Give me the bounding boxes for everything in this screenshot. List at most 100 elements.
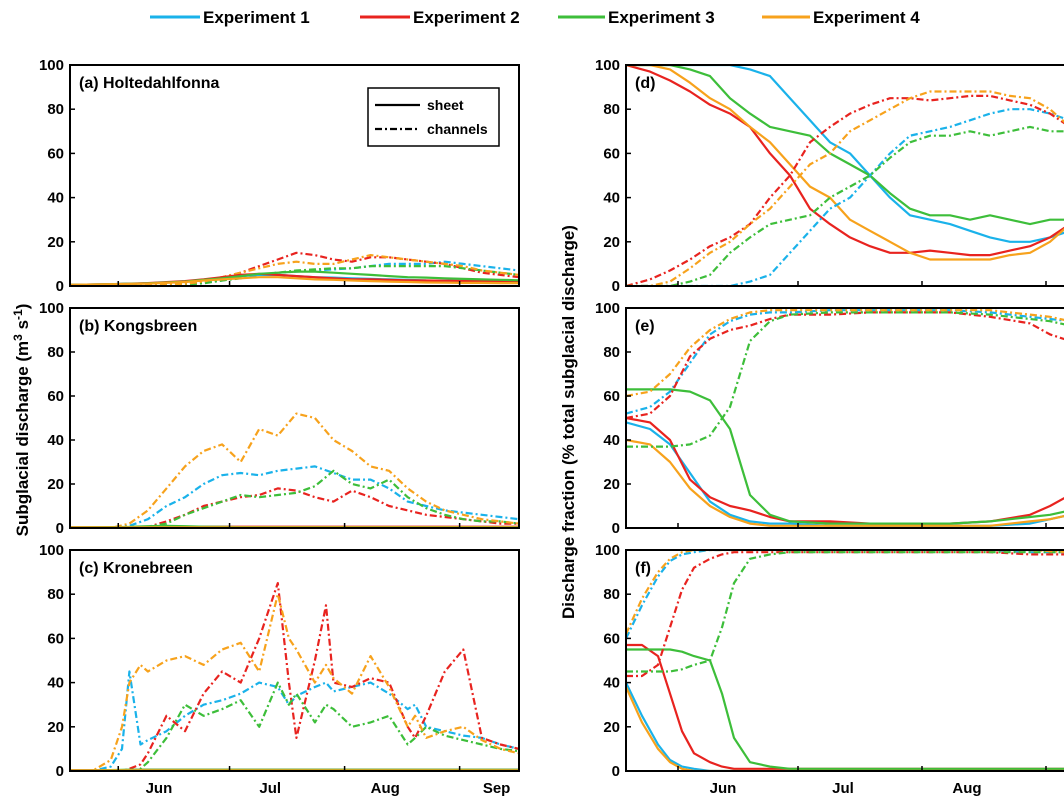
series-group (70, 251, 519, 286)
panel-frame (625, 307, 1064, 529)
y-tick-label: 0 (612, 520, 620, 537)
line-style-key-solid-label: sheet (427, 97, 464, 113)
y-tick-label: 20 (47, 234, 64, 251)
y-tick-label: 100 (595, 542, 620, 559)
panel-c: 0 20 40 60 80 100 Jun Jul Aug Sep (c) Kronebreen (39, 542, 520, 797)
y-tick-label: 80 (47, 344, 64, 361)
panel-frame (69, 549, 520, 772)
panel-frame (625, 549, 1064, 772)
legend-label-exp4: Experiment 4 (813, 8, 920, 27)
series-line-exp1-channels (70, 670, 519, 771)
series-line-exp4-sheet (626, 686, 1064, 771)
panel-d: 0 20 40 60 80 100 (d) (595, 57, 1064, 295)
series-line-exp2-channels (70, 487, 519, 528)
panel-title: (a) Holtedahlfonna (79, 75, 220, 92)
panel-title: (f) (635, 560, 651, 577)
series-line-exp3-channels (626, 551, 1064, 673)
series-line-exp1-sheet (626, 682, 1064, 771)
series-line-exp3-channels (626, 125, 1064, 286)
y-tick-label: 20 (603, 476, 620, 493)
panel-title: (d) (635, 75, 655, 92)
series-group (626, 65, 1064, 286)
series-line-exp1-sheet (626, 421, 1064, 527)
y-tick-label: 100 (595, 57, 620, 74)
y-tick-label: 40 (603, 675, 620, 692)
series-line-exp2-sheet (626, 416, 1064, 525)
y-tick-label: 20 (603, 719, 620, 736)
x-tick-label: Jun (146, 780, 173, 797)
series-line-exp1-channels (70, 465, 519, 528)
y-tick-label: 60 (603, 630, 620, 647)
y-tick-label: 80 (603, 101, 620, 118)
series-line-exp3-channels (70, 469, 519, 528)
y-tick-label: 20 (47, 476, 64, 493)
series-line-exp1-channels (626, 550, 1064, 639)
panel-frame (69, 64, 520, 287)
series-line-exp4-channels (626, 550, 1064, 635)
series-line-exp4-channels (626, 90, 1064, 286)
legend-label-exp1: Experiment 1 (203, 8, 310, 27)
series-line-exp2-channels (70, 581, 519, 771)
x-tick-label: Jun (710, 780, 737, 797)
series-line-exp4-channels (70, 593, 519, 771)
panel-b: 0 20 40 60 80 100 (b) Kongsbreen (39, 300, 520, 537)
series-line-exp2-channels (626, 311, 1064, 420)
y-tick-label: 80 (603, 586, 620, 603)
legend: Experiment 1 Experiment 2 Experiment 3 E… (150, 8, 920, 27)
line-style-key-box (367, 87, 500, 147)
series-line-exp1-channels (626, 309, 1064, 415)
legend-label-exp2: Experiment 2 (413, 8, 520, 27)
x-tick-label: Aug (952, 780, 981, 797)
series-group (626, 309, 1064, 527)
panel-title: (b) Kongsbreen (79, 318, 197, 335)
y-tick-label: 60 (47, 630, 64, 647)
line-style-key: sheet channels (367, 87, 500, 147)
y-tick-label: 40 (47, 190, 64, 207)
y-tick-label: 40 (47, 432, 64, 449)
y-tick-label: 20 (603, 234, 620, 251)
x-tick-label: Sep (483, 780, 511, 797)
series-line-exp3-channels (626, 311, 1064, 448)
panel-a: 0 20 40 60 80 100 (a) Holtedahlfonna (39, 57, 520, 295)
series-line-exp1-sheet (626, 65, 1064, 243)
y-tick-label: 40 (47, 675, 64, 692)
y-tick-label: 0 (56, 520, 64, 537)
y-tick-label: 20 (47, 719, 64, 736)
series-line-exp3-sheet (626, 648, 1064, 770)
legend-label-exp3: Experiment 3 (608, 8, 715, 27)
series-line-exp4-channels (70, 254, 519, 286)
series-line-exp4-sheet (626, 65, 1064, 261)
y-tick-label: 80 (47, 101, 64, 118)
y-tick-label: 0 (56, 763, 64, 780)
series-line-exp4-sheet (70, 276, 519, 286)
series-line-exp4-channels (70, 412, 519, 528)
y-tick-label: 100 (39, 57, 64, 74)
line-style-key-dashdot-label: channels (427, 121, 488, 137)
x-tick-label: Aug (371, 780, 400, 797)
panel-frame (69, 307, 520, 529)
series-line-exp2-channels (626, 94, 1064, 286)
panel-title: (e) (635, 318, 655, 335)
x-tick-label: Jul (832, 780, 854, 797)
panel-title: (c) Kronebreen (79, 560, 193, 577)
series-group (70, 412, 519, 528)
y-tick-label: 40 (603, 190, 620, 207)
y-tick-label: 0 (612, 763, 620, 780)
series-line-exp2-sheet (626, 65, 1064, 257)
panel-e: 0 20 40 60 80 100 (e) (595, 300, 1064, 537)
y-axis-label-right: Discharge fraction (% total subglacial d… (559, 225, 578, 619)
panels: 0 20 40 60 80 100 (a) Holtedahlfonna 0 20 40 60 80 1… (39, 57, 1064, 797)
series-line-exp2-channels (626, 551, 1064, 678)
y-tick-label: 80 (603, 344, 620, 361)
y-axis-label-left: Subglacial discharge (m3 s-1) (11, 304, 32, 537)
series-line-exp1-channels (626, 108, 1064, 286)
series-line-exp3-channels (70, 265, 519, 286)
y-tick-label: 100 (39, 542, 64, 559)
y-tick-label: 0 (56, 278, 64, 295)
panel-frame (625, 64, 1064, 287)
y-tick-label: 60 (47, 388, 64, 405)
y-tick-label: 40 (603, 432, 620, 449)
series-line-exp3-sheet (626, 65, 1064, 226)
